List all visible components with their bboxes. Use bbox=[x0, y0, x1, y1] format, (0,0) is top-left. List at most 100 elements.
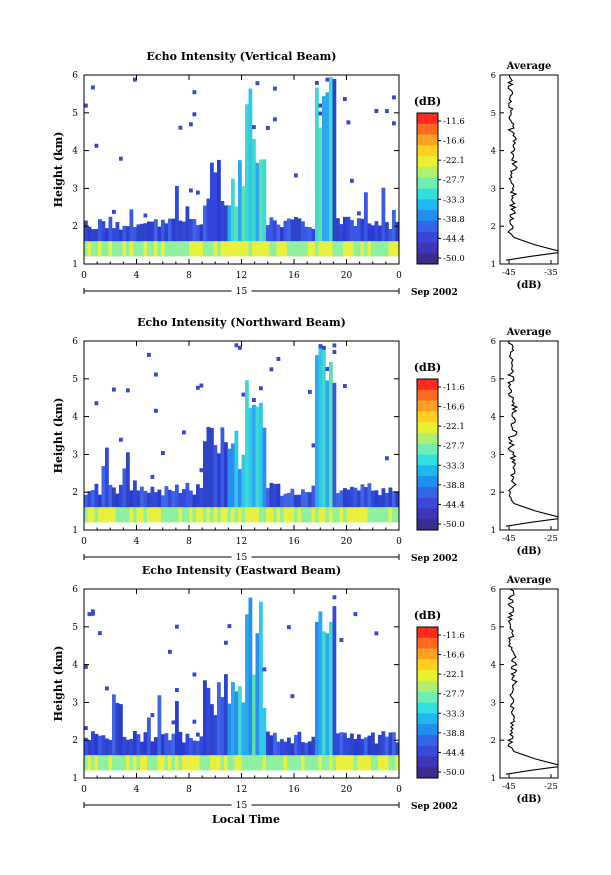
colorbar-swatch bbox=[417, 648, 438, 660]
colorbar-swatch bbox=[417, 199, 438, 211]
average-y-tick-label: 1 bbox=[491, 260, 496, 270]
colorbar-tick-label: -44.4 bbox=[443, 234, 465, 244]
y-tick-label: 5 bbox=[72, 623, 78, 633]
y-tick-label: 3 bbox=[72, 698, 78, 708]
colorbar-swatch bbox=[417, 422, 438, 434]
average-y-tick-label: 4 bbox=[491, 147, 496, 157]
colorbar-swatch bbox=[417, 253, 438, 265]
x-tick-label: 8 bbox=[186, 785, 192, 795]
x-tick-label: 8 bbox=[186, 537, 192, 547]
y-tick-label: 6 bbox=[72, 71, 78, 81]
colorbar-swatch bbox=[417, 123, 438, 135]
colorbar-swatch bbox=[417, 231, 438, 243]
colorbar-swatch bbox=[417, 242, 438, 254]
echo-heatmap bbox=[84, 343, 400, 523]
colorbar-swatch bbox=[417, 432, 438, 445]
average-y-tick-label: 2 bbox=[491, 488, 496, 498]
average-profile-line-lower bbox=[505, 766, 559, 775]
colorbar-swatch bbox=[417, 476, 438, 488]
average-profile-line bbox=[506, 74, 559, 252]
average-profile-line-lower bbox=[505, 518, 559, 527]
x-tick-label: 0 bbox=[81, 537, 87, 547]
average-y-tick-label: 4 bbox=[491, 413, 496, 423]
day-label: 15 bbox=[236, 553, 248, 563]
colorbar-swatch bbox=[417, 756, 438, 768]
colorbar-tick-label: -33.3 bbox=[443, 461, 465, 471]
average-y-tick-label: 3 bbox=[491, 184, 496, 194]
average-y-tick-label: 3 bbox=[491, 450, 496, 460]
colorbar-swatch bbox=[417, 519, 438, 531]
average-title: Average bbox=[506, 61, 552, 72]
colorbar-swatch bbox=[417, 702, 438, 714]
colorbar-swatch bbox=[417, 713, 438, 725]
x-axis-label: Local Time bbox=[212, 813, 280, 826]
colorbar-swatch bbox=[417, 486, 438, 498]
y-tick-label: 5 bbox=[72, 375, 78, 385]
colorbar-frame bbox=[416, 378, 439, 531]
colorbar-swatch bbox=[417, 134, 438, 146]
x-tick-label: 0 bbox=[396, 271, 402, 281]
colorbar-swatch bbox=[417, 177, 438, 189]
colorbar-tick-label: -50.0 bbox=[443, 254, 465, 264]
panel-northward: Echo Intensity (Northward Beam)0 4 8 12 16 20… bbox=[52, 316, 559, 564]
panel-eastward: Echo Intensity (Eastward Beam)0 4 8 12 16 20 0… bbox=[52, 564, 559, 812]
colorbar-swatch bbox=[417, 767, 438, 779]
panel-title: Echo Intensity (Eastward Beam) bbox=[142, 564, 341, 577]
x-tick-label: 4 bbox=[134, 785, 140, 795]
average-title: Average bbox=[506, 575, 552, 586]
panel-title: Echo Intensity (Vertical Beam) bbox=[146, 50, 336, 63]
colorbar-tick-label: -33.3 bbox=[443, 709, 465, 719]
average-x-tick-label: -35 bbox=[544, 268, 558, 278]
average-y-tick-label: 1 bbox=[491, 526, 496, 536]
average-y-tick-label: 4 bbox=[491, 661, 496, 671]
x-tick-label: 8 bbox=[186, 271, 192, 281]
y-tick-label: 1 bbox=[72, 260, 78, 270]
average-frame bbox=[499, 74, 559, 265]
y-tick-label: 5 bbox=[72, 109, 78, 119]
colorbar-tick-label: -50.0 bbox=[443, 520, 465, 530]
colorbar-tick-label: -16.6 bbox=[443, 403, 465, 413]
average-x-tick-label: -45 bbox=[502, 534, 516, 544]
average-xlabel: (dB) bbox=[517, 546, 542, 557]
x-tick-label: 20 bbox=[341, 271, 353, 281]
y-tick-label: 4 bbox=[72, 413, 78, 423]
colorbar-tick-label: -16.6 bbox=[443, 651, 465, 661]
x-tick-label: 4 bbox=[134, 537, 140, 547]
average-x-tick-label: -45 bbox=[502, 782, 516, 792]
colorbar-swatch bbox=[417, 379, 438, 391]
colorbar-swatch bbox=[417, 691, 438, 703]
colorbar-swatch bbox=[417, 724, 438, 736]
average-x-tick-label: -25 bbox=[544, 782, 558, 792]
colorbar-swatch bbox=[417, 156, 438, 168]
panel-title: Echo Intensity (Northward Beam) bbox=[137, 316, 346, 329]
date-label: Sep 2002 bbox=[411, 554, 458, 564]
colorbar-frame bbox=[416, 112, 439, 265]
colorbar-swatch bbox=[417, 188, 438, 200]
x-tick-label: 20 bbox=[341, 785, 353, 795]
colorbar-title: (dB) bbox=[414, 361, 441, 374]
colorbar-swatch bbox=[417, 389, 438, 401]
colorbar-swatch bbox=[417, 166, 438, 179]
day-label: 15 bbox=[236, 287, 248, 297]
y-tick-label: 6 bbox=[72, 337, 78, 347]
colorbar-swatch bbox=[417, 220, 438, 232]
colorbar-tick-label: -44.4 bbox=[443, 500, 465, 510]
colorbar-tick-label: -11.6 bbox=[443, 383, 465, 393]
average-xlabel: (dB) bbox=[517, 280, 542, 291]
colorbar-tick-label: -11.6 bbox=[443, 117, 465, 127]
x-tick-label: 0 bbox=[396, 537, 402, 547]
average-profile-line bbox=[506, 588, 559, 766]
x-tick-label: 0 bbox=[81, 785, 87, 795]
colorbar-title: (dB) bbox=[414, 609, 441, 622]
echo-heatmap bbox=[84, 595, 400, 771]
average-xlabel: (dB) bbox=[517, 794, 542, 805]
colorbar-tick-label: -50.0 bbox=[443, 768, 465, 778]
colorbar-swatch bbox=[417, 400, 438, 412]
x-tick-label: 0 bbox=[396, 785, 402, 795]
colorbar-swatch bbox=[417, 680, 438, 693]
date-label: Sep 2002 bbox=[411, 802, 458, 812]
y-axis-label: Height (km) bbox=[52, 398, 65, 474]
panel-vertical: Echo Intensity (Vertical Beam)0 4 8 12 16 20 0… bbox=[52, 50, 559, 298]
average-y-tick-label: 2 bbox=[491, 736, 496, 746]
